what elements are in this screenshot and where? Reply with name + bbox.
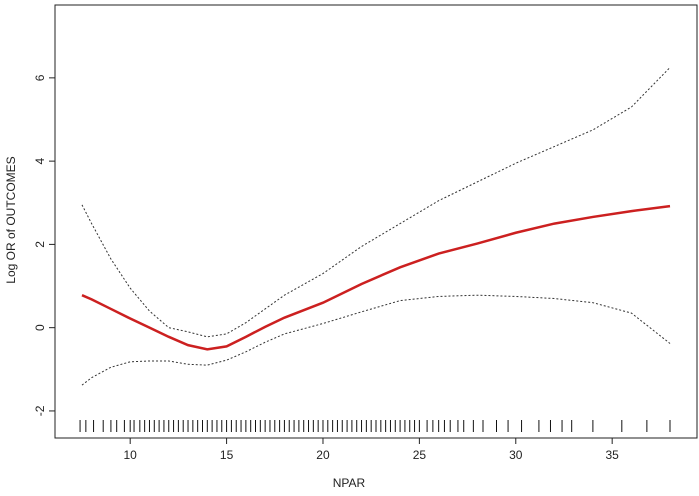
x-tick-label: 20	[316, 448, 330, 462]
x-tick-label: 25	[413, 448, 427, 462]
y-tick-label: 0	[33, 324, 47, 331]
x-tick-label: 10	[124, 448, 138, 462]
y-tick-label: -2	[33, 405, 47, 416]
y-tick-label: 6	[33, 74, 47, 81]
ci-line	[81, 67, 671, 338]
y-tick-label: 2	[33, 241, 47, 248]
plot-frame	[54, 4, 698, 439]
x-tick-label: 35	[605, 448, 619, 462]
x-tick-label: 15	[220, 448, 234, 462]
x-axis-label: NPAR	[333, 476, 366, 490]
y-tick-label: 4	[33, 157, 47, 164]
y-axis-label: Log OR of OUTCOMES	[4, 156, 18, 283]
x-tick-label: 30	[509, 448, 523, 462]
estimate-line	[81, 204, 671, 351]
ci-line	[81, 294, 671, 386]
